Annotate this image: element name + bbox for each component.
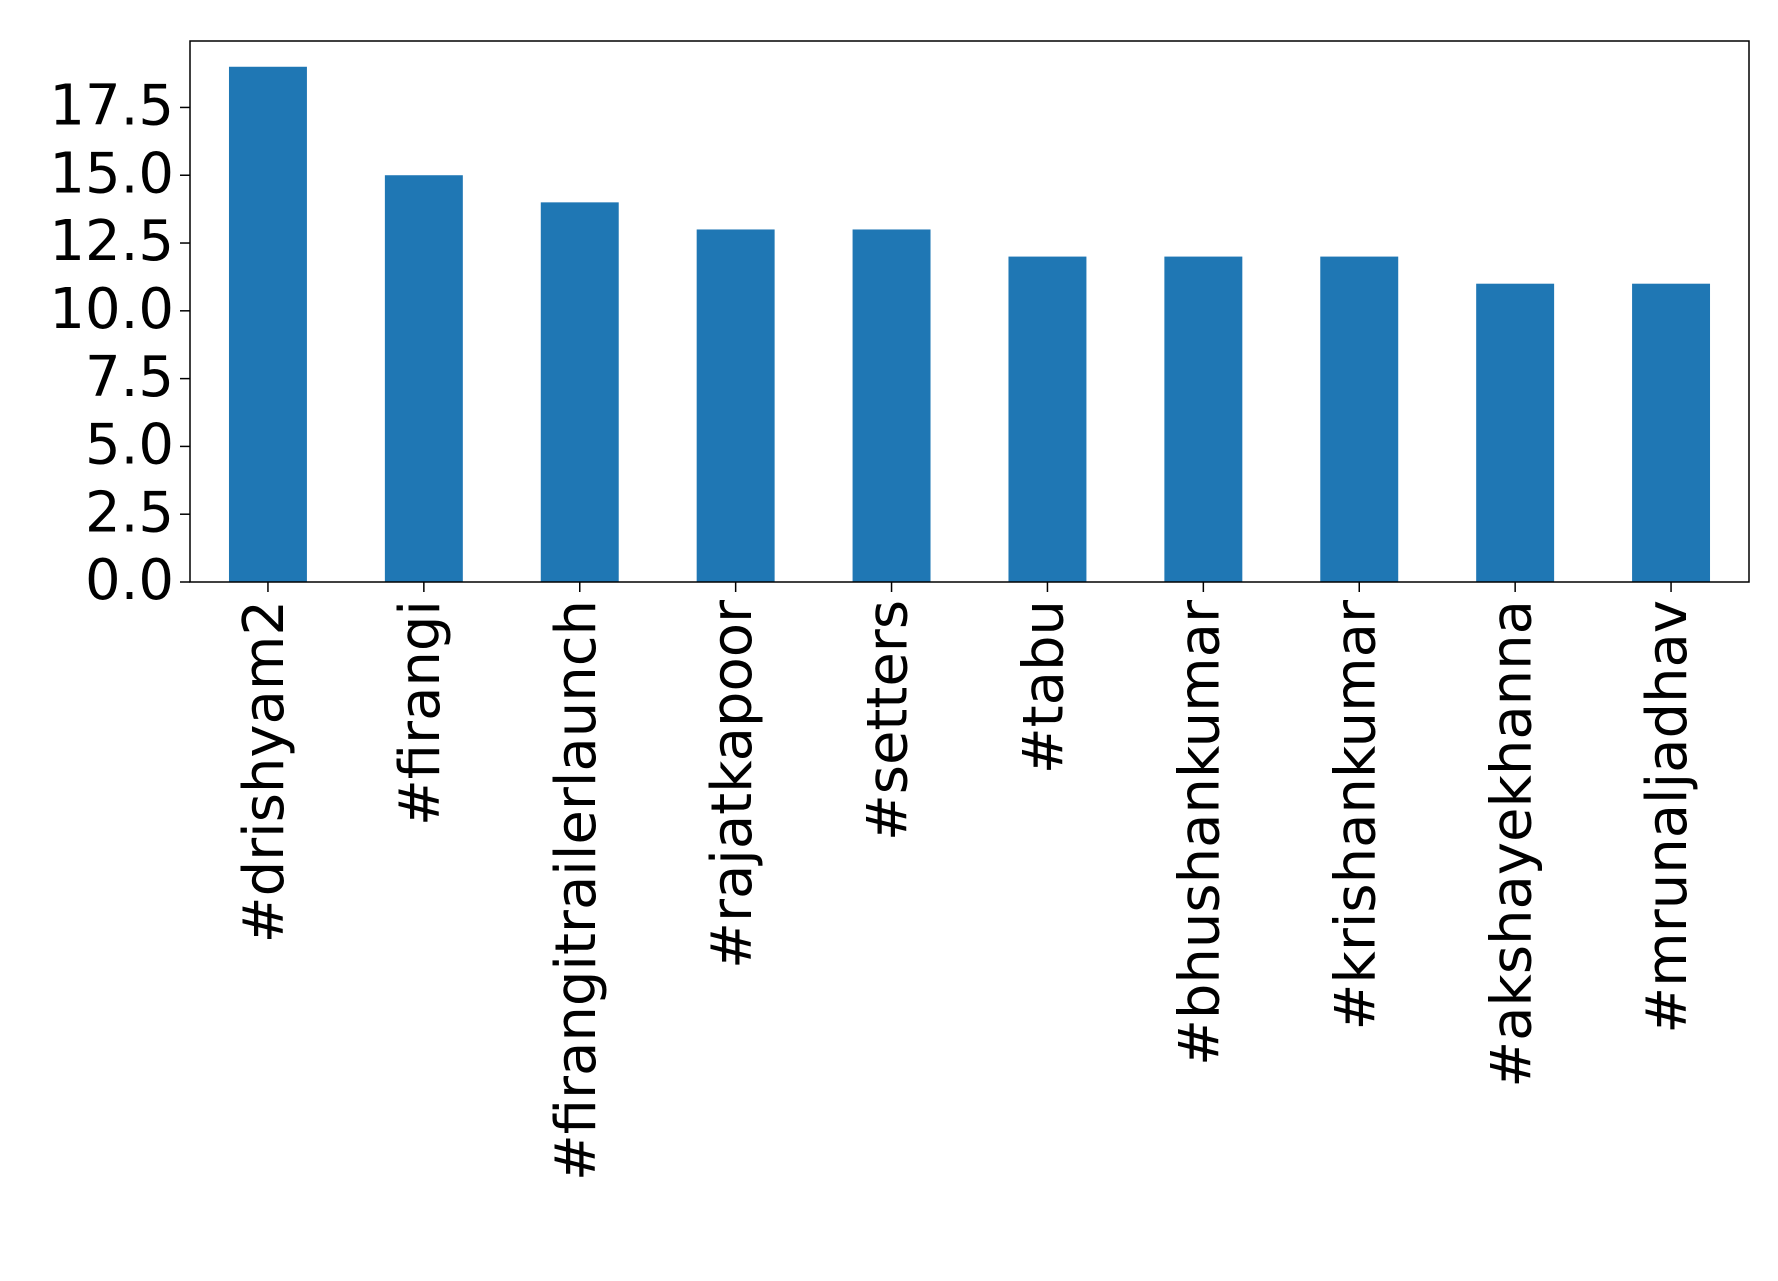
bar xyxy=(384,175,463,582)
y-tick-label: 17.5 xyxy=(49,74,174,139)
bar xyxy=(1164,256,1243,582)
x-tick-label: #setters xyxy=(856,600,921,841)
x-tick-label: #mrunaljadhav xyxy=(1635,600,1700,1034)
x-tick-label: #firangi xyxy=(388,600,453,826)
y-tick-label: 15.0 xyxy=(49,141,174,206)
x-tick-label: #akshayekhanna xyxy=(1479,600,1544,1088)
y-tick-label: 12.5 xyxy=(49,209,174,274)
bar xyxy=(540,202,619,582)
x-tick-label: #tabu xyxy=(1012,600,1077,774)
y-tick-label: 0.0 xyxy=(85,548,174,613)
y-tick-label: 10.0 xyxy=(49,277,174,342)
y-tick-label: 7.5 xyxy=(85,345,174,410)
bar xyxy=(1320,256,1399,582)
x-tick-label: #firangitrailerlaunch xyxy=(544,600,609,1181)
plot-frame xyxy=(189,40,1750,583)
bar xyxy=(1632,283,1711,582)
bar xyxy=(1476,283,1555,582)
bar xyxy=(1008,256,1087,582)
x-tick-label: #rajatkapoor xyxy=(700,599,765,969)
x-tick-label: #bhushankumar xyxy=(1167,599,1232,1066)
x-tick-label: #krishankumar xyxy=(1323,599,1388,1030)
bar xyxy=(228,66,307,582)
bar xyxy=(852,229,931,582)
y-tick-label: 5.0 xyxy=(85,413,174,478)
y-tick-label: 2.5 xyxy=(85,480,174,545)
x-tick-label: #drishyam2 xyxy=(232,600,297,943)
bar xyxy=(696,229,775,582)
